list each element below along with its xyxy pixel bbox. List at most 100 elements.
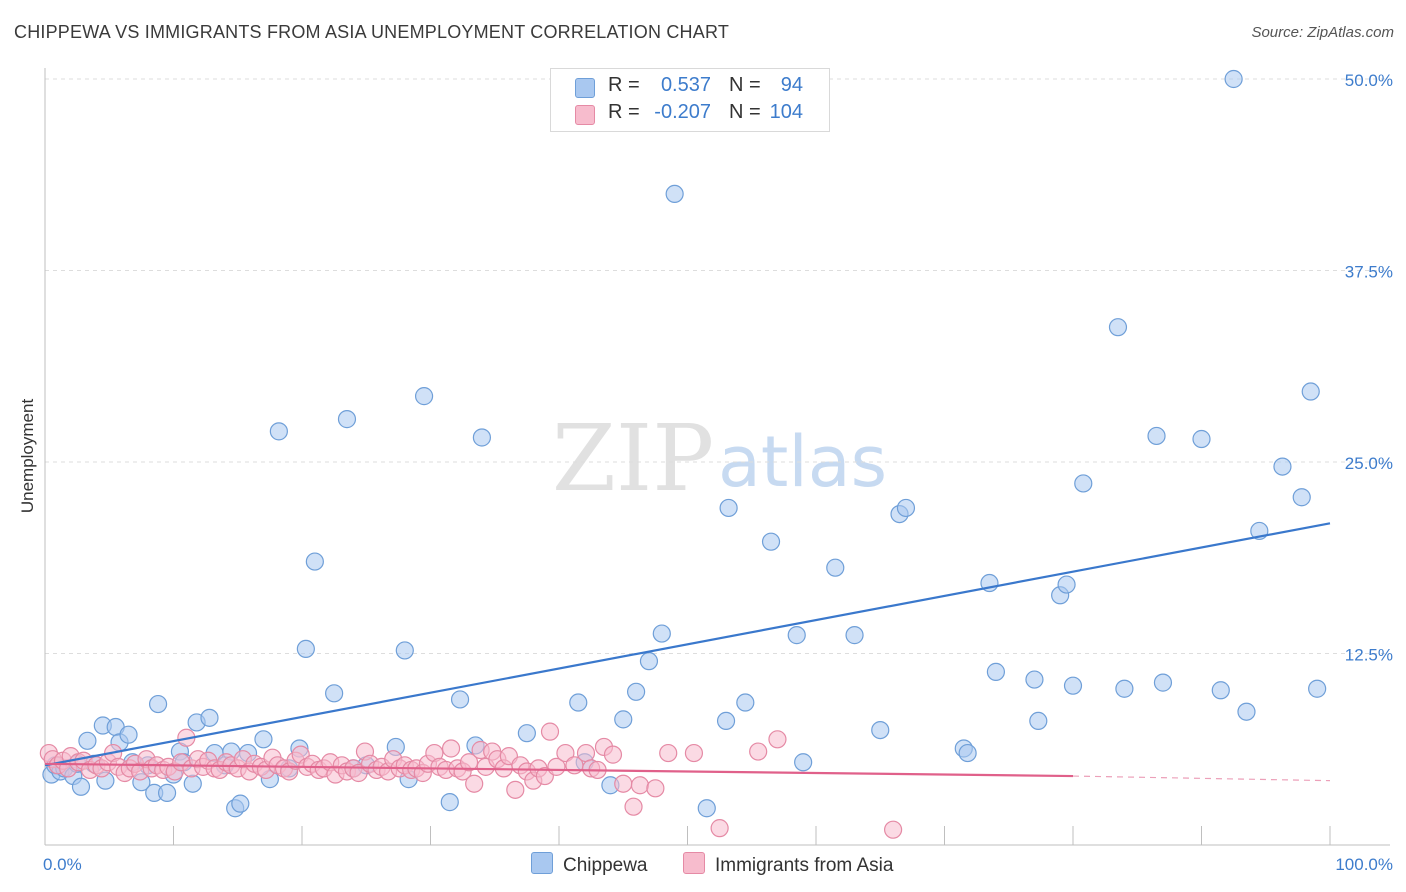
bottom-legend-immigrants-asia: Immigrants from Asia [683, 852, 893, 877]
bottom-legend-label-chippewa: Chippewa [563, 855, 648, 876]
data-point [624, 797, 643, 816]
data-point [231, 794, 250, 813]
legend-r-value: 0.537 [660, 74, 711, 96]
y-tick-label: 50.0% [1345, 71, 1393, 90]
chart-title: CHIPPEWA VS IMMIGRANTS FROM ASIA UNEMPLO… [14, 22, 730, 42]
data-point [684, 743, 704, 763]
data-point [157, 783, 177, 803]
data-point [659, 743, 678, 763]
data-point [325, 684, 344, 703]
data-point [200, 708, 219, 727]
data-point [395, 641, 414, 660]
legend-r-label: R = [608, 101, 640, 123]
data-point [1237, 702, 1256, 721]
bottom-legend-swatch-immigrants-asia [683, 852, 705, 874]
data-point [472, 428, 491, 447]
bottom-legend-swatch-chippewa [531, 852, 553, 874]
data-point [986, 662, 1006, 681]
axes [44, 68, 1390, 846]
data-point [896, 498, 916, 518]
data-point [254, 730, 273, 749]
series-layer [39, 69, 1327, 839]
data-point [603, 745, 623, 764]
data-point [749, 742, 768, 761]
data-point [441, 739, 461, 758]
data-point [736, 693, 755, 712]
data-point [1273, 457, 1292, 476]
data-point [639, 652, 659, 671]
data-point [1115, 679, 1134, 698]
data-point [1025, 670, 1044, 689]
data-point [883, 820, 903, 839]
data-point [71, 777, 91, 796]
data-point [958, 743, 977, 763]
data-point [576, 743, 596, 763]
data-point [1057, 575, 1076, 594]
series-immigrants-asia [39, 722, 903, 839]
data-point [787, 626, 806, 645]
legend-n-value: 104 [769, 101, 803, 123]
data-point [630, 776, 650, 795]
data-point [871, 720, 890, 740]
data-point [1074, 474, 1093, 493]
legend-r-value: -0.207 [654, 101, 711, 123]
legend-n-label: N = [729, 74, 761, 96]
legend-row-immigrants-asia: R = -0.207 N = 104 [551, 101, 829, 128]
data-point [768, 730, 787, 749]
data-point [440, 793, 459, 812]
data-point [845, 626, 864, 645]
trend-line [44, 522, 1331, 767]
x-tick-label: 100.0% [1335, 855, 1393, 874]
data-point [337, 410, 357, 429]
y-tick-label: 25.0% [1345, 454, 1393, 473]
gridlines [45, 78, 1390, 654]
data-point [506, 780, 525, 799]
data-point [1192, 429, 1211, 449]
data-point [296, 639, 315, 659]
data-point [665, 184, 684, 203]
data-point [540, 722, 560, 741]
data-point [1063, 676, 1083, 695]
watermark-zip: ZIP [552, 405, 714, 512]
data-point [183, 774, 202, 793]
trend-line-extension [1072, 775, 1331, 782]
data-point [1153, 673, 1173, 692]
data-point [414, 387, 434, 406]
data-point [614, 710, 633, 729]
bottom-legend-chippewa: Chippewa [531, 852, 648, 877]
data-point [269, 422, 288, 441]
data-point [78, 731, 97, 750]
data-point [1211, 681, 1230, 700]
data-point [148, 694, 168, 714]
data-point [459, 753, 479, 772]
watermark-atlas: atlas [718, 421, 887, 503]
y-tick-label: 37.5% [1345, 263, 1393, 282]
data-point [1308, 679, 1327, 698]
data-point [697, 799, 716, 818]
correlation-legend: R = 0.537 N = 94 R = -0.207 N = 104 [550, 68, 830, 132]
data-point [1224, 69, 1243, 89]
legend-swatch-chippewa [575, 78, 595, 98]
data-point [305, 552, 324, 571]
trend-line [44, 762, 1074, 778]
legend-row-chippewa: R = 0.537 N = 94 [551, 74, 829, 101]
bottom-legend-label-immigrants-asia: Immigrants from Asia [715, 855, 894, 876]
legend-swatch-immigrants-asia [575, 105, 595, 125]
data-point [826, 558, 845, 577]
data-point [569, 693, 588, 712]
data-point [719, 498, 738, 518]
data-point [614, 774, 633, 793]
data-point [716, 711, 736, 731]
data-point [1029, 711, 1048, 731]
data-point [646, 779, 665, 798]
data-point [1301, 382, 1320, 401]
y-tick-label: 12.5% [1345, 646, 1393, 665]
data-point [761, 532, 781, 551]
x-tick-label: 0.0% [43, 855, 82, 874]
data-point [1147, 426, 1166, 446]
tick-labels: 12.5% 25.0% 37.5% 50.0% 0.0% 100.0% [43, 71, 1393, 874]
data-point [626, 682, 646, 701]
source-credit: Source: ZipAtlas.com [1251, 24, 1394, 41]
legend-r-label: R = [608, 74, 640, 96]
